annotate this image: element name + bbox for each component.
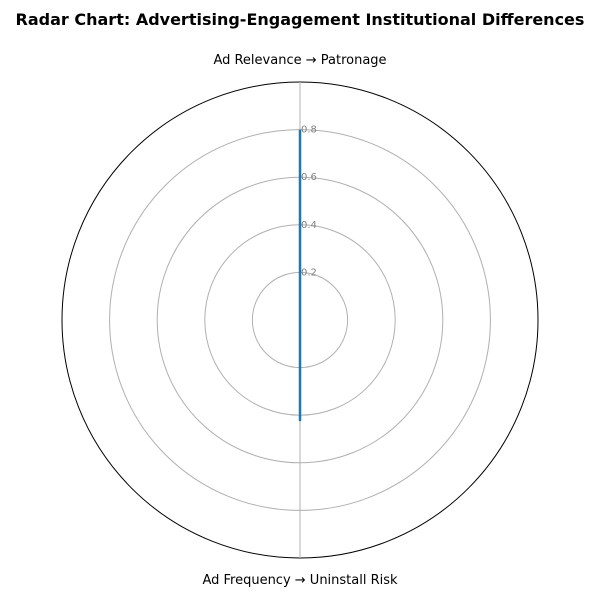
chart-title: Radar Chart: Advertising-Engagement Inst… (15, 10, 585, 29)
r-tick-label: 0.8 (301, 125, 317, 136)
r-tick-label: 0.6 (301, 172, 317, 183)
axis-label: Ad Frequency → Uninstall Risk (202, 573, 398, 588)
r-tick-label: 0.4 (301, 220, 317, 231)
tick-layer: 0.2 0.4 0.6 0.8 (301, 125, 317, 279)
label-layer: Ad Relevance → Patronage Ad Frequency → U… (202, 53, 398, 588)
axis-label: Ad Relevance → Patronage (213, 53, 386, 68)
r-tick-label: 0.2 (301, 267, 317, 278)
